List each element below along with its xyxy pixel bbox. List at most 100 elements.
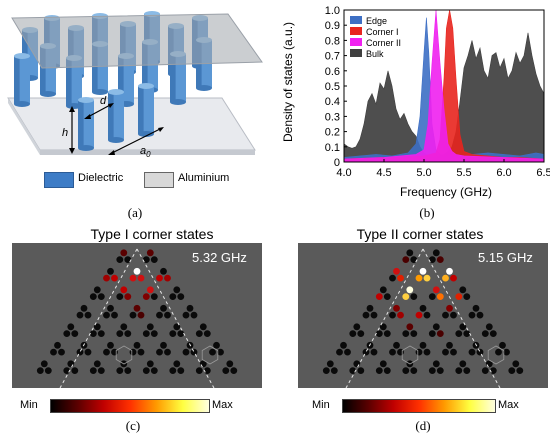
rod-field-dot <box>164 311 171 319</box>
rod-field-dot <box>344 348 351 356</box>
rod-field-dot <box>195 367 203 374</box>
rod-field-dot <box>107 304 114 312</box>
rod-field-dot <box>410 293 418 300</box>
panel-label-c: (c) <box>125 418 141 433</box>
panel-label-d: (d) <box>415 418 431 433</box>
colorbar-min-label-c: Min <box>20 399 38 411</box>
rod-field-dot <box>137 311 145 319</box>
rod-field-dot <box>160 267 167 275</box>
rod-field-dot <box>116 330 124 337</box>
rod-field-dot <box>432 286 440 294</box>
rod-field-dot <box>93 286 101 294</box>
rod-field-dot <box>116 293 124 300</box>
rod-field-dot <box>463 367 471 374</box>
aluminium-legend-label: Aluminium <box>178 172 230 184</box>
rod-field-dot <box>410 367 418 374</box>
rod-field-dot <box>370 348 378 356</box>
rod-field-dot <box>67 360 75 368</box>
density-of-states-chart: 4.0 4.5 5.0 5.5 6.0 6.5 0 0.1 0.2 0.3 0.4 0.5 0.6 0.7… <box>281 5 550 199</box>
rod-field-dot <box>40 360 48 368</box>
rod-field-dot <box>44 367 52 374</box>
y-tick-label: 0.5 <box>325 81 340 93</box>
rod-field-dot <box>419 267 427 275</box>
rod-field-dot <box>84 348 92 356</box>
lattice-constant-label: a0 <box>140 145 151 159</box>
rod-field-dot <box>213 341 220 349</box>
rod-field-dot <box>379 323 387 331</box>
dielectric-rod <box>14 53 30 107</box>
rod-field-dot <box>177 367 185 374</box>
rod-field-dot <box>84 311 92 319</box>
rod-field-dot <box>67 323 75 331</box>
rod-field-dot <box>472 304 480 312</box>
rod-field-dot <box>375 293 383 300</box>
rod-field-dot <box>463 330 471 337</box>
y-tick-label: 1.0 <box>325 5 340 17</box>
rod-field-dot <box>107 341 114 349</box>
rod-field-dot <box>142 293 150 300</box>
panel-label-b: (b) <box>419 205 435 220</box>
rod-field-dot <box>156 348 163 356</box>
rod-field-dot <box>36 367 44 374</box>
map-title-type-2: Type II corner states <box>356 226 484 242</box>
rod-field-dot <box>146 360 154 368</box>
rod-field-dot <box>489 367 497 374</box>
rod-field-dot <box>146 249 154 257</box>
rod-field-dot <box>199 323 207 331</box>
rod-field-dot <box>133 267 141 275</box>
rod-field-dot <box>375 330 383 337</box>
legend-swatch <box>350 27 362 35</box>
legend-label: Corner I <box>366 27 399 37</box>
dielectric-legend-label: Dielectric <box>78 172 124 184</box>
rod-field-dot <box>442 311 449 319</box>
rod-field-dot <box>150 330 158 337</box>
map-frequency-type-2: 5.15 GHz <box>478 250 533 265</box>
rod-field-dot <box>58 348 65 356</box>
rod-field-dot <box>54 341 61 349</box>
rod-field-dot <box>362 311 370 319</box>
rod-field-dot <box>512 360 520 368</box>
rod-field-dot <box>150 293 158 300</box>
rod-field-dot <box>415 311 423 319</box>
rod-field-dot <box>89 367 97 374</box>
dielectric-rod <box>78 97 94 151</box>
colorbar-c <box>50 399 210 413</box>
rod-field-dot <box>468 311 476 319</box>
rod-field-dot <box>97 293 105 300</box>
rod-field-dot <box>428 367 436 374</box>
x-tick-label: 4.5 <box>376 167 391 179</box>
rod-field-dot <box>455 293 463 300</box>
rod-field-dot <box>442 274 449 282</box>
dielectric-rod <box>108 89 124 143</box>
rod-field-dot <box>124 293 132 300</box>
rod-field-dot <box>195 330 203 337</box>
rod-field-dot <box>226 360 234 368</box>
rod-field-dot <box>142 330 150 337</box>
rod-field-dot <box>389 274 396 282</box>
rod-field-dot <box>177 330 185 337</box>
rod-field-dot <box>50 348 57 356</box>
rod-field-dot <box>116 256 124 263</box>
legend-label: Bulk <box>366 49 384 59</box>
rod-field-dot <box>419 341 427 349</box>
rod-field-dot <box>93 323 101 331</box>
legend-swatch <box>350 49 362 57</box>
rod-field-dot <box>402 330 410 337</box>
rod-field-dot <box>169 367 177 374</box>
rod-field-dot <box>423 311 431 319</box>
rod-field-dot <box>463 293 471 300</box>
rod-field-dot <box>169 293 177 300</box>
rod-field-dot <box>156 311 163 319</box>
rod-field-dot <box>489 330 497 337</box>
rod-field-dot <box>499 341 506 349</box>
rod-field-dot <box>129 274 137 282</box>
rod-field-dot <box>107 267 114 275</box>
rod-field-dot <box>516 367 524 374</box>
y-tick-label: 0.9 <box>325 20 340 32</box>
colorbar-max-label-c: Max <box>212 399 233 411</box>
rod-field-dot <box>436 367 444 374</box>
rod-field-dot <box>379 360 387 368</box>
rod-field-dot <box>446 267 453 275</box>
rod-field-dot <box>432 360 440 368</box>
rod-field-dot <box>379 286 387 294</box>
